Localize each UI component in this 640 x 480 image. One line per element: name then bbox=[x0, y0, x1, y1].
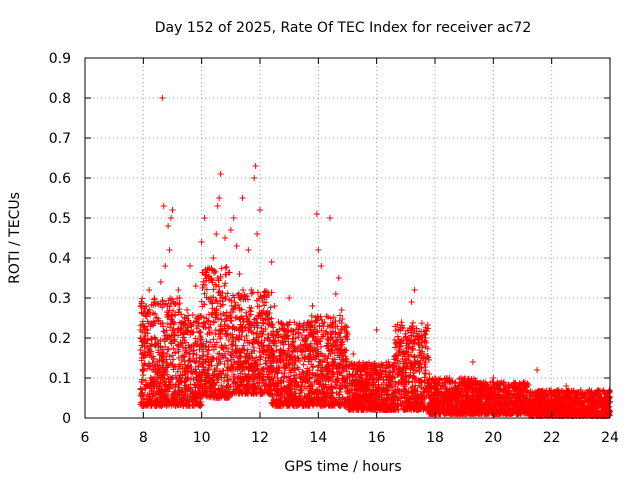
data-point-noise bbox=[164, 371, 171, 378]
data-point-noise bbox=[144, 365, 151, 372]
data-point-noise bbox=[147, 363, 154, 370]
data-point-noise bbox=[171, 311, 178, 318]
data-point-noise bbox=[170, 356, 177, 363]
data-point-noise bbox=[154, 338, 161, 345]
data-point-noise bbox=[161, 381, 168, 388]
data-point-noise bbox=[174, 368, 181, 375]
data-point-noise bbox=[143, 313, 150, 320]
data-point-noise bbox=[140, 339, 147, 346]
data-point-noise bbox=[159, 320, 166, 327]
data-point-noise bbox=[170, 337, 177, 344]
chart-title: Day 152 of 2025, Rate Of TEC Index for r… bbox=[155, 20, 531, 36]
data-point-noise bbox=[138, 378, 145, 385]
data-point-noise bbox=[143, 326, 150, 333]
data-point-noise bbox=[171, 338, 178, 345]
data-point-noise bbox=[165, 375, 172, 382]
data-point-noise bbox=[137, 347, 144, 354]
data-point-noise bbox=[159, 374, 166, 381]
data-point-noise bbox=[161, 388, 168, 395]
data-point-noise bbox=[161, 367, 168, 374]
data-point-noise bbox=[141, 329, 148, 336]
data-point-noise bbox=[170, 307, 177, 314]
data-point-noise bbox=[178, 311, 185, 318]
data-point-noise bbox=[160, 353, 167, 360]
data-point-noise bbox=[140, 402, 147, 409]
data-point-noise bbox=[139, 328, 146, 335]
data-point-noise bbox=[159, 298, 166, 305]
data-point-noise bbox=[144, 309, 151, 316]
data-point-noise bbox=[163, 378, 170, 385]
data-point-noise bbox=[144, 336, 151, 343]
data-point-noise bbox=[165, 297, 172, 304]
data-point-noise bbox=[164, 314, 171, 321]
data-point-noise bbox=[162, 343, 169, 350]
data-point-noise bbox=[167, 360, 174, 367]
data-point-noise bbox=[171, 331, 178, 338]
data-point-noise bbox=[176, 295, 183, 302]
data-point-noise bbox=[163, 351, 170, 358]
data-point-noise bbox=[160, 328, 167, 335]
data-point-noise bbox=[175, 354, 182, 361]
data-point-noise bbox=[163, 327, 170, 334]
data-point-noise bbox=[167, 324, 174, 331]
data-point-noise bbox=[137, 303, 144, 310]
data-point-noise bbox=[175, 391, 182, 398]
grid-lines bbox=[85, 58, 610, 418]
data-point-noise bbox=[175, 332, 182, 339]
data-point-noise bbox=[151, 392, 158, 399]
data-point-noise bbox=[153, 397, 160, 404]
data-point-noise bbox=[176, 306, 183, 313]
data-point-noise bbox=[172, 372, 179, 379]
data-point-noise bbox=[165, 376, 172, 383]
data-point-noise bbox=[155, 361, 162, 368]
data-point-noise bbox=[172, 350, 179, 357]
data-point-noise bbox=[151, 295, 158, 302]
data-point-noise bbox=[168, 340, 175, 347]
data-point-noise bbox=[163, 356, 170, 363]
data-point-noise bbox=[147, 379, 154, 386]
data-point-noise bbox=[170, 321, 177, 328]
data-point-noise bbox=[164, 346, 171, 353]
data-point-noise bbox=[151, 341, 158, 348]
data-point-noise bbox=[170, 345, 177, 352]
data-point-noise bbox=[176, 300, 183, 307]
data-point-noise bbox=[166, 303, 173, 310]
